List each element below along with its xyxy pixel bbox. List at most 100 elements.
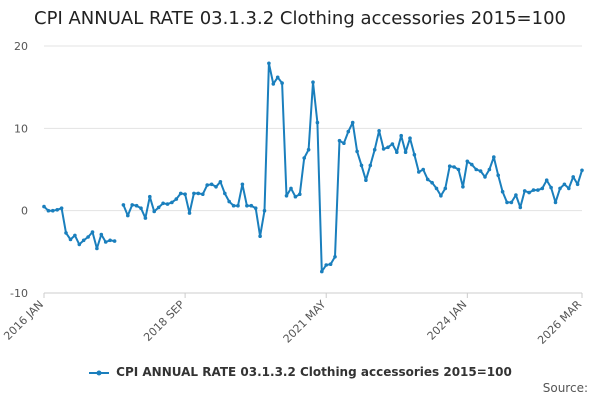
- data-point[interactable]: [240, 182, 245, 187]
- data-point[interactable]: [381, 147, 386, 151]
- data-point[interactable]: [187, 211, 192, 215]
- data-point[interactable]: [174, 197, 179, 201]
- data-point[interactable]: [77, 242, 82, 247]
- data-point[interactable]: [531, 188, 536, 192]
- data-point[interactable]: [359, 163, 364, 168]
- data-point[interactable]: [549, 185, 553, 190]
- data-point[interactable]: [487, 167, 492, 172]
- data-point[interactable]: [271, 82, 276, 86]
- data-point[interactable]: [223, 191, 227, 196]
- data-point[interactable]: [205, 183, 209, 187]
- data-point[interactable]: [456, 167, 461, 172]
- data-point[interactable]: [218, 180, 223, 184]
- data-point[interactable]: [465, 159, 470, 164]
- data-point[interactable]: [68, 237, 73, 242]
- data-point[interactable]: [262, 208, 267, 213]
- data-point[interactable]: [337, 138, 342, 143]
- data-point[interactable]: [99, 232, 104, 237]
- data-point[interactable]: [417, 170, 421, 174]
- legend[interactable]: CPI ANNUAL RATE 03.1.3.2 Clothing access…: [0, 365, 600, 379]
- data-point[interactable]: [161, 201, 165, 206]
- data-point[interactable]: [42, 204, 46, 209]
- data-point[interactable]: [148, 194, 152, 199]
- data-point[interactable]: [51, 208, 55, 213]
- data-point[interactable]: [95, 246, 99, 251]
- data-point[interactable]: [289, 186, 293, 191]
- data-point[interactable]: [81, 238, 86, 243]
- data-point[interactable]: [152, 209, 156, 214]
- data-point[interactable]: [311, 80, 315, 84]
- data-point[interactable]: [249, 203, 254, 208]
- data-point[interactable]: [522, 189, 527, 193]
- data-point[interactable]: [236, 203, 240, 208]
- data-point[interactable]: [567, 186, 571, 191]
- data-point[interactable]: [73, 233, 77, 238]
- data-point[interactable]: [253, 206, 258, 210]
- data-point[interactable]: [399, 133, 404, 138]
- data-point[interactable]: [544, 178, 549, 182]
- data-point[interactable]: [280, 81, 284, 85]
- data-point[interactable]: [575, 182, 580, 187]
- data-point[interactable]: [562, 182, 567, 187]
- data-point[interactable]: [143, 216, 148, 220]
- data-point[interactable]: [328, 262, 333, 267]
- data-point[interactable]: [333, 254, 337, 259]
- data-point[interactable]: [170, 200, 174, 205]
- data-point[interactable]: [165, 202, 170, 206]
- data-point[interactable]: [509, 200, 514, 205]
- data-point[interactable]: [483, 175, 487, 179]
- data-point[interactable]: [447, 164, 452, 168]
- data-point[interactable]: [306, 147, 311, 152]
- data-point[interactable]: [580, 168, 584, 173]
- data-point[interactable]: [425, 177, 430, 182]
- data-point[interactable]: [474, 167, 479, 172]
- data-point[interactable]: [496, 173, 501, 178]
- data-point[interactable]: [514, 193, 518, 197]
- data-point[interactable]: [364, 178, 368, 182]
- data-point[interactable]: [178, 191, 183, 196]
- data-point[interactable]: [293, 194, 298, 199]
- data-point[interactable]: [434, 186, 439, 191]
- data-point[interactable]: [461, 185, 465, 189]
- data-point[interactable]: [395, 150, 399, 154]
- data-point[interactable]: [196, 191, 201, 196]
- data-point[interactable]: [368, 163, 373, 168]
- data-point[interactable]: [139, 206, 143, 210]
- data-point[interactable]: [64, 231, 68, 235]
- data-point[interactable]: [518, 205, 523, 210]
- data-point[interactable]: [112, 239, 117, 243]
- data-point[interactable]: [298, 192, 302, 196]
- data-point[interactable]: [192, 191, 196, 196]
- data-point[interactable]: [55, 208, 59, 212]
- data-point[interactable]: [386, 145, 390, 150]
- data-point[interactable]: [505, 200, 509, 205]
- data-point[interactable]: [372, 147, 377, 152]
- data-point[interactable]: [377, 129, 381, 133]
- data-point[interactable]: [46, 208, 51, 213]
- data-point[interactable]: [430, 180, 434, 185]
- data-point[interactable]: [245, 203, 249, 208]
- data-point[interactable]: [130, 203, 134, 207]
- data-point[interactable]: [90, 230, 95, 234]
- data-point[interactable]: [346, 129, 351, 134]
- data-point[interactable]: [536, 188, 540, 192]
- data-point[interactable]: [227, 199, 231, 204]
- data-point[interactable]: [258, 234, 262, 238]
- data-point[interactable]: [315, 120, 320, 125]
- data-point[interactable]: [284, 194, 289, 198]
- data-point[interactable]: [108, 238, 112, 243]
- data-point[interactable]: [320, 269, 324, 274]
- data-point[interactable]: [134, 203, 139, 208]
- data-point[interactable]: [183, 192, 187, 196]
- data-point[interactable]: [209, 182, 214, 187]
- data-point[interactable]: [86, 235, 90, 239]
- data-point[interactable]: [59, 206, 64, 210]
- data-point[interactable]: [470, 162, 474, 167]
- data-point[interactable]: [156, 205, 161, 210]
- data-point[interactable]: [527, 190, 531, 195]
- data-point[interactable]: [302, 156, 307, 160]
- data-point[interactable]: [126, 213, 130, 218]
- data-point[interactable]: [121, 203, 126, 207]
- data-point[interactable]: [214, 185, 218, 189]
- data-point[interactable]: [443, 186, 448, 191]
